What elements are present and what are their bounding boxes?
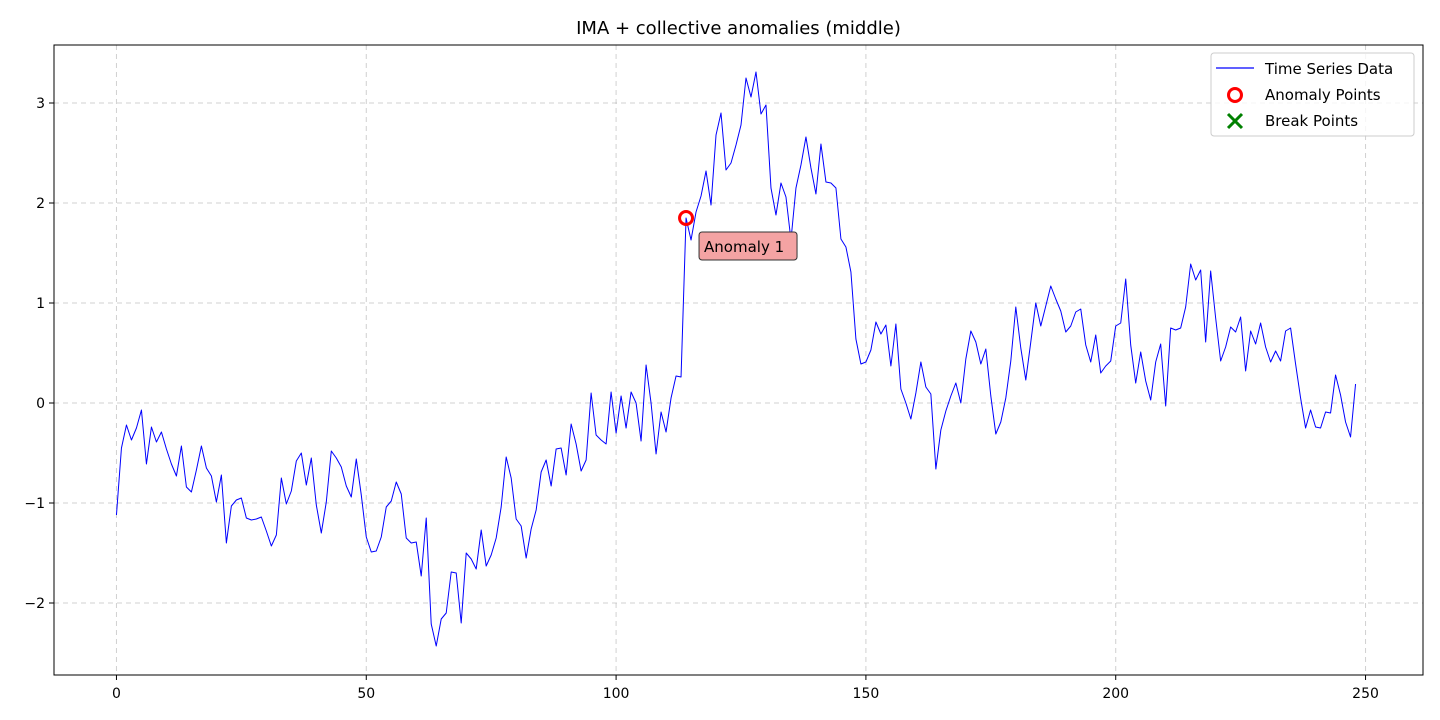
x-axis: 0 50 100 150 200 250	[112, 675, 1379, 702]
annotation-label: Anomaly 1	[704, 238, 784, 256]
axes-frame	[53, 44, 1424, 676]
annotation-anomaly-1: Anomaly 1	[698, 231, 798, 261]
plot-area	[115, 71, 1357, 647]
legend-label-anomaly-points: Anomaly Points	[1265, 86, 1381, 104]
annotation-box	[698, 231, 798, 261]
x-tick-label: 100	[603, 686, 630, 702]
y-tick-label: −1	[24, 496, 45, 512]
x-tick-label: 200	[1102, 686, 1129, 702]
chart-title: IMA + collective anomalies (middle)	[576, 18, 901, 39]
x-tick-label: 0	[112, 686, 121, 702]
legend-box	[1210, 52, 1415, 137]
legend-break-symbol	[1226, 112, 1244, 130]
y-axis: −2 −1 0 1 2 3	[24, 96, 54, 612]
y-tick-label: 0	[36, 396, 45, 412]
y-tick-label: 3	[36, 96, 45, 112]
x-tick-label: 50	[357, 686, 375, 702]
y-tick-label: −2	[24, 596, 45, 612]
y-tick-label: 2	[36, 196, 45, 212]
series-line-time-series-data	[115, 71, 1357, 647]
x-tick-label: 150	[853, 686, 880, 702]
legend-label-time-series: Time Series Data	[1264, 60, 1393, 78]
y-tick-label: 1	[36, 296, 45, 312]
legend: Time Series Data Anomaly Points Break Po…	[1210, 52, 1415, 137]
anomaly-point	[678, 210, 695, 226]
break-x-shape	[1226, 112, 1244, 130]
legend-label-break-points: Break Points	[1265, 112, 1358, 130]
grid	[54, 45, 1423, 675]
x-tick-label: 250	[1352, 686, 1379, 702]
legend-anomaly-symbol	[1227, 87, 1243, 103]
